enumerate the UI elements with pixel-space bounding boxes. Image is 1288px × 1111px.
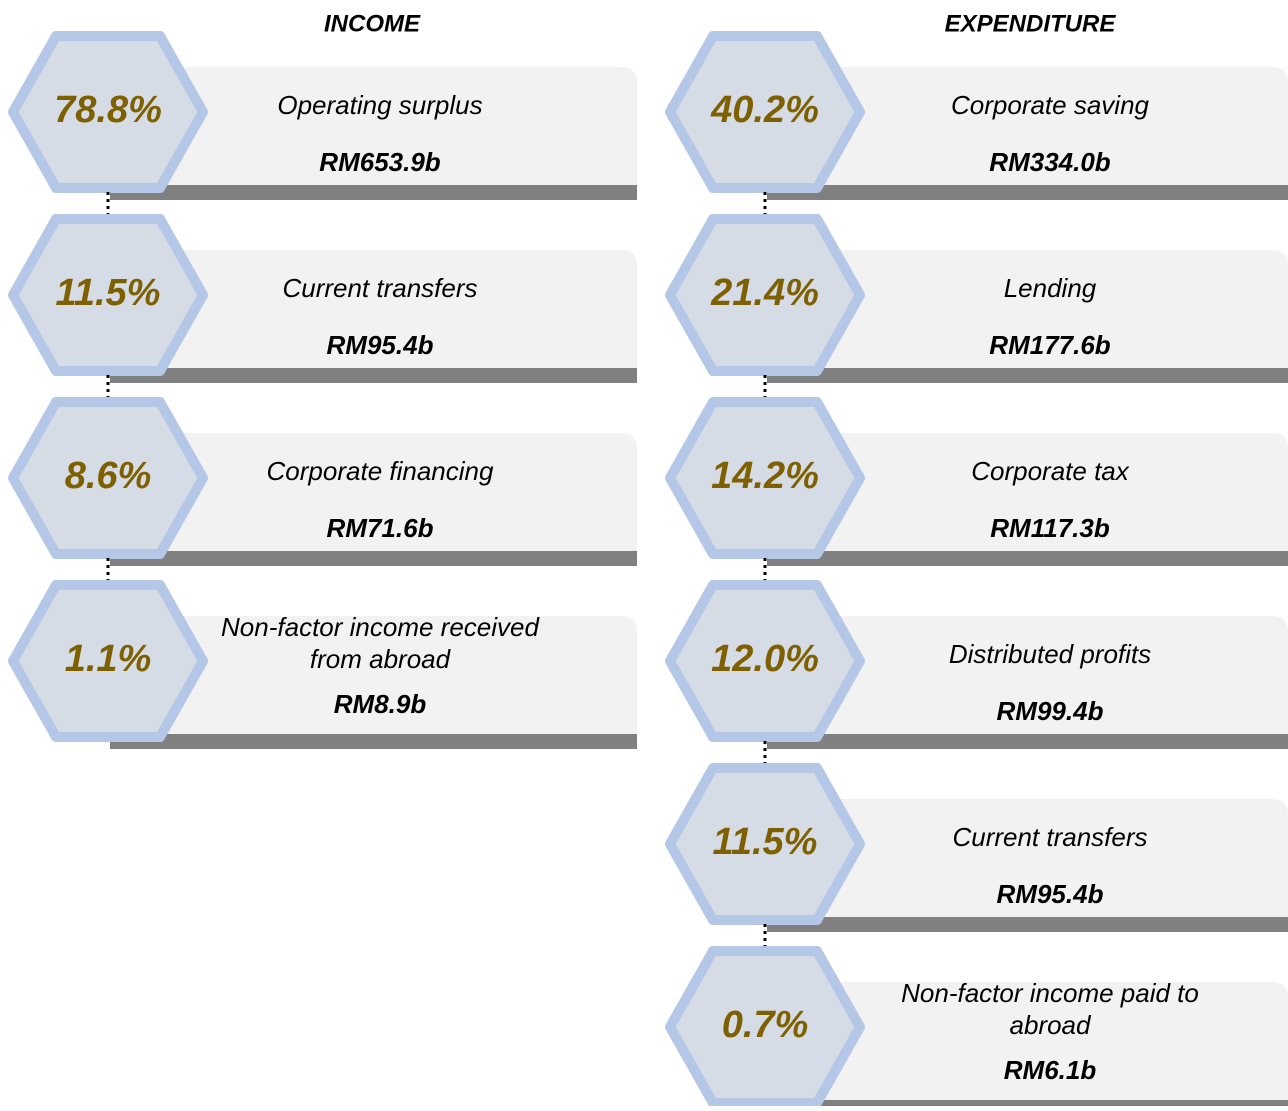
- label: Current transfers: [952, 822, 1147, 852]
- card-bar: [767, 1100, 1288, 1111]
- label: Corporate financing: [267, 456, 494, 486]
- card: [767, 67, 1288, 200]
- percent: 1.1%: [65, 638, 152, 680]
- label: Non-factor income received: [221, 612, 540, 642]
- percent: 11.5%: [713, 821, 818, 863]
- percent: 12.0%: [711, 638, 819, 680]
- hexagon: [8, 580, 208, 742]
- card: [767, 616, 1288, 749]
- card: [767, 982, 1288, 1111]
- amount: RM71.6b: [327, 513, 434, 543]
- label: Distributed profits: [949, 639, 1151, 669]
- amount: RM8.9b: [334, 689, 427, 719]
- percent: 21.4%: [710, 272, 819, 314]
- card-bar: [110, 368, 637, 383]
- hexagon: [665, 580, 865, 742]
- hexagon: [665, 214, 865, 376]
- label: Lending: [1004, 273, 1097, 303]
- amount: RM99.4b: [997, 696, 1104, 726]
- income-title: INCOME: [324, 10, 421, 37]
- label: Operating surplus: [277, 90, 482, 120]
- percent: 14.2%: [711, 455, 819, 497]
- label: Corporate tax: [971, 456, 1130, 486]
- amount: RM6.1b: [1004, 1055, 1097, 1085]
- hexagon: [8, 31, 208, 193]
- expenditure-title: EXPENDITURE: [945, 10, 1117, 37]
- card: [110, 250, 637, 383]
- percent: 8.6%: [65, 455, 152, 497]
- amount: RM95.4b: [997, 879, 1104, 909]
- hexagon: [665, 31, 865, 193]
- card: [110, 433, 637, 566]
- label: from abroad: [310, 644, 452, 674]
- card: [767, 433, 1288, 566]
- percent: 11.5%: [56, 272, 161, 314]
- card: [110, 67, 637, 200]
- percent: 0.7%: [722, 1004, 809, 1046]
- percent: 40.2%: [710, 89, 819, 131]
- card-bar: [767, 368, 1288, 383]
- card-bar: [767, 185, 1288, 200]
- amount: RM177.6b: [989, 330, 1110, 360]
- amount: RM95.4b: [327, 330, 434, 360]
- label: Current transfers: [282, 273, 477, 303]
- card-bar: [110, 551, 637, 566]
- percent: 78.8%: [54, 89, 162, 131]
- hexagon: [665, 397, 865, 559]
- card: [767, 799, 1288, 932]
- card: [767, 250, 1288, 383]
- card-bar: [110, 734, 637, 749]
- amount: RM653.9b: [319, 147, 440, 177]
- label: abroad: [1010, 1010, 1092, 1040]
- card-bar: [767, 734, 1288, 749]
- amount: RM117.3b: [990, 513, 1110, 543]
- hexagon: [8, 214, 208, 376]
- card-bar: [110, 185, 637, 200]
- label: Non-factor income paid to: [901, 978, 1199, 1008]
- amount: RM334.0b: [989, 147, 1110, 177]
- label: Corporate saving: [951, 90, 1150, 120]
- hexagon: [665, 763, 865, 925]
- hexagon: [665, 946, 865, 1108]
- card-bar: [767, 917, 1288, 932]
- card: [110, 616, 637, 749]
- hexagon: [8, 397, 208, 559]
- card-bar: [767, 551, 1288, 566]
